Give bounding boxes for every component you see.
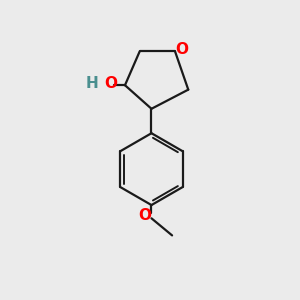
Text: H: H [85,76,98,91]
Text: O: O [175,41,188,56]
Text: O: O [104,76,117,91]
Text: O: O [139,208,152,223]
